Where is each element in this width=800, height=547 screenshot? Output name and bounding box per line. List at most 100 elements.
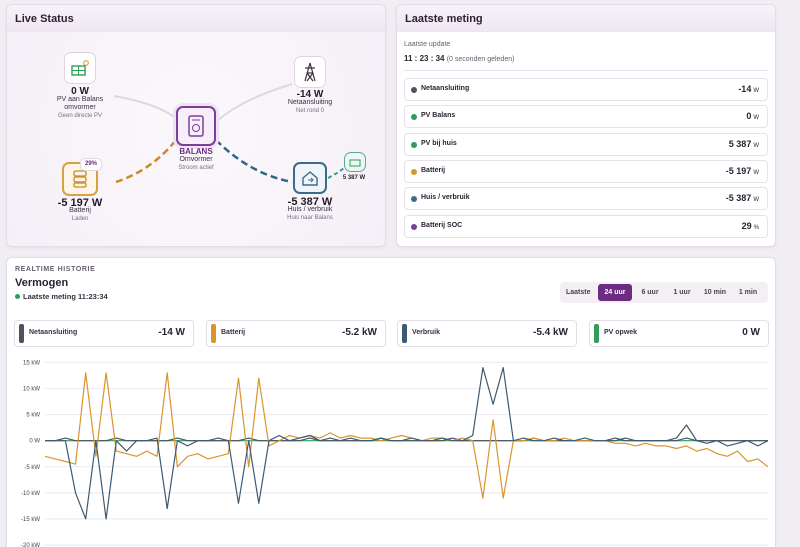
- row-dot: [411, 87, 417, 93]
- unit: %: [753, 224, 759, 231]
- range-button[interactable]: 1 uur: [673, 289, 691, 296]
- live-status-panel: Live Status: [6, 4, 386, 247]
- row-value: 29%: [742, 221, 759, 231]
- legend-value: 0 W: [742, 327, 760, 338]
- measurement-row: Huis / verbruik -5 387 W: [404, 187, 768, 211]
- measurement-row: Batterij -5 197 W: [404, 159, 768, 183]
- legend-card: Verbruik -5.4 kW: [397, 320, 577, 347]
- unit: W: [753, 142, 759, 149]
- legend-name: Netaansluiting: [29, 329, 78, 336]
- battery-label: Batterij: [69, 207, 91, 214]
- battery-icon: [73, 170, 87, 188]
- y-tick-label: -10 kW: [21, 491, 40, 497]
- panel-title: Laatste meting: [405, 13, 483, 25]
- pv-node: [64, 52, 96, 84]
- measurement-row: PV bij huis 5 387 W: [404, 132, 768, 156]
- solar-icon: [71, 60, 89, 76]
- time: 11 : 23 : 34: [404, 54, 445, 63]
- panel-header: [397, 5, 775, 32]
- row-value: -14 W: [738, 84, 759, 94]
- pylon-icon: [304, 62, 316, 82]
- flow-line: [115, 139, 177, 184]
- value: -5 197: [725, 165, 752, 176]
- measurement-row: Netaansluiting -14 W: [404, 78, 768, 101]
- balans-label: BALANS: [179, 147, 213, 156]
- house-value: -5 387 W: [287, 196, 333, 208]
- solar-icon: [349, 159, 361, 167]
- panel-title: Live Status: [15, 13, 74, 25]
- range-button[interactable]: 6 uur: [641, 289, 659, 296]
- grid-node: [294, 56, 326, 88]
- row-dot: [411, 168, 417, 175]
- latest-panel: Laatste meting: [396, 4, 776, 247]
- inverter-icon: [188, 115, 204, 137]
- y-tick-label: -5 kW: [24, 465, 40, 471]
- range-label: Laatste: [566, 289, 591, 296]
- measurement-row: Batterij SOC 29%: [404, 214, 768, 238]
- flow-line: [113, 95, 179, 121]
- value: 0: [746, 111, 752, 122]
- house-text: -5 387 W Huis / verbruik Huis naar Balan…: [260, 196, 360, 222]
- house-pv-value: 5 387 W: [342, 175, 366, 181]
- legend-card: PV opwek 0 W: [589, 320, 769, 347]
- row-label: Batterij SOC: [421, 221, 463, 229]
- grid-sub: Net rond 0: [295, 108, 325, 114]
- row-value: 5 387 W: [729, 139, 759, 149]
- house-icon: [302, 171, 318, 186]
- flow-lines: [113, 83, 347, 184]
- y-tick-label: -20 kW: [21, 543, 40, 547]
- balans-sub: Stroom actief: [178, 165, 214, 171]
- range-button[interactable]: 24 uur: [598, 284, 632, 301]
- legend-name: Batterij: [221, 329, 246, 336]
- range-button[interactable]: 10 min: [703, 289, 727, 296]
- range-button[interactable]: 1 min: [738, 289, 758, 296]
- legend-swatch: [402, 324, 407, 343]
- row-value: -5 197 W: [726, 166, 759, 176]
- row-dot: [411, 223, 417, 230]
- legend-swatch: [19, 324, 24, 343]
- y-tick-label: 0 W: [29, 439, 40, 445]
- legend-name: Verbruik: [412, 329, 441, 336]
- pv-label: PV aan Balans omvormer: [56, 96, 104, 111]
- house-node: [293, 162, 327, 194]
- value: 5 387: [728, 138, 752, 149]
- legend-value: -5.4 kW: [532, 327, 568, 338]
- legend-card: Batterij -5.2 kW: [206, 320, 386, 347]
- series-line: [45, 367, 769, 520]
- flow-line: [215, 83, 293, 123]
- row-dot: [411, 196, 417, 203]
- grid-text: -14 W Netaansluiting Net rond 0: [260, 90, 360, 115]
- battery-value: -5 197 W: [57, 197, 103, 209]
- balans-text: BALANS Omvormer Stroom actief: [146, 148, 246, 172]
- house-pv-node: [344, 152, 366, 172]
- balans-node: [176, 106, 216, 146]
- balans-sub: Omvormer: [179, 156, 213, 163]
- y-tick-label: -15 kW: [21, 517, 40, 523]
- row-label: PV bij huis: [421, 139, 457, 147]
- row-label: Batterij: [421, 166, 446, 174]
- unit: W: [753, 169, 759, 176]
- update-time: 11 : 23 : 34 (0 seconden geleden): [404, 54, 514, 63]
- flow-line: [215, 139, 293, 184]
- legend-swatch: [211, 324, 216, 343]
- history-status: Laatste meting 11:23:34: [23, 292, 108, 301]
- row-label: PV Balans: [421, 112, 456, 120]
- divider: [404, 70, 768, 71]
- y-tick-label: 5 kW: [26, 413, 40, 419]
- unit: W: [753, 115, 759, 122]
- legend-value: -5.2 kW: [341, 327, 377, 338]
- soc-badge: 29%: [80, 158, 102, 171]
- battery-sub: Laden: [71, 216, 89, 222]
- legend-card: Netaansluiting -14 W: [14, 320, 194, 347]
- y-tick-label: 10 kW: [23, 387, 40, 393]
- history-panel: [6, 257, 776, 547]
- row-dot: [411, 114, 417, 121]
- history-title: Vermogen: [15, 277, 69, 289]
- value: 29: [741, 220, 752, 231]
- grid-label: Netaansluiting: [287, 99, 333, 106]
- battery-text: -5 197 W Batterij Laden: [30, 197, 130, 223]
- legend-swatch: [594, 324, 599, 343]
